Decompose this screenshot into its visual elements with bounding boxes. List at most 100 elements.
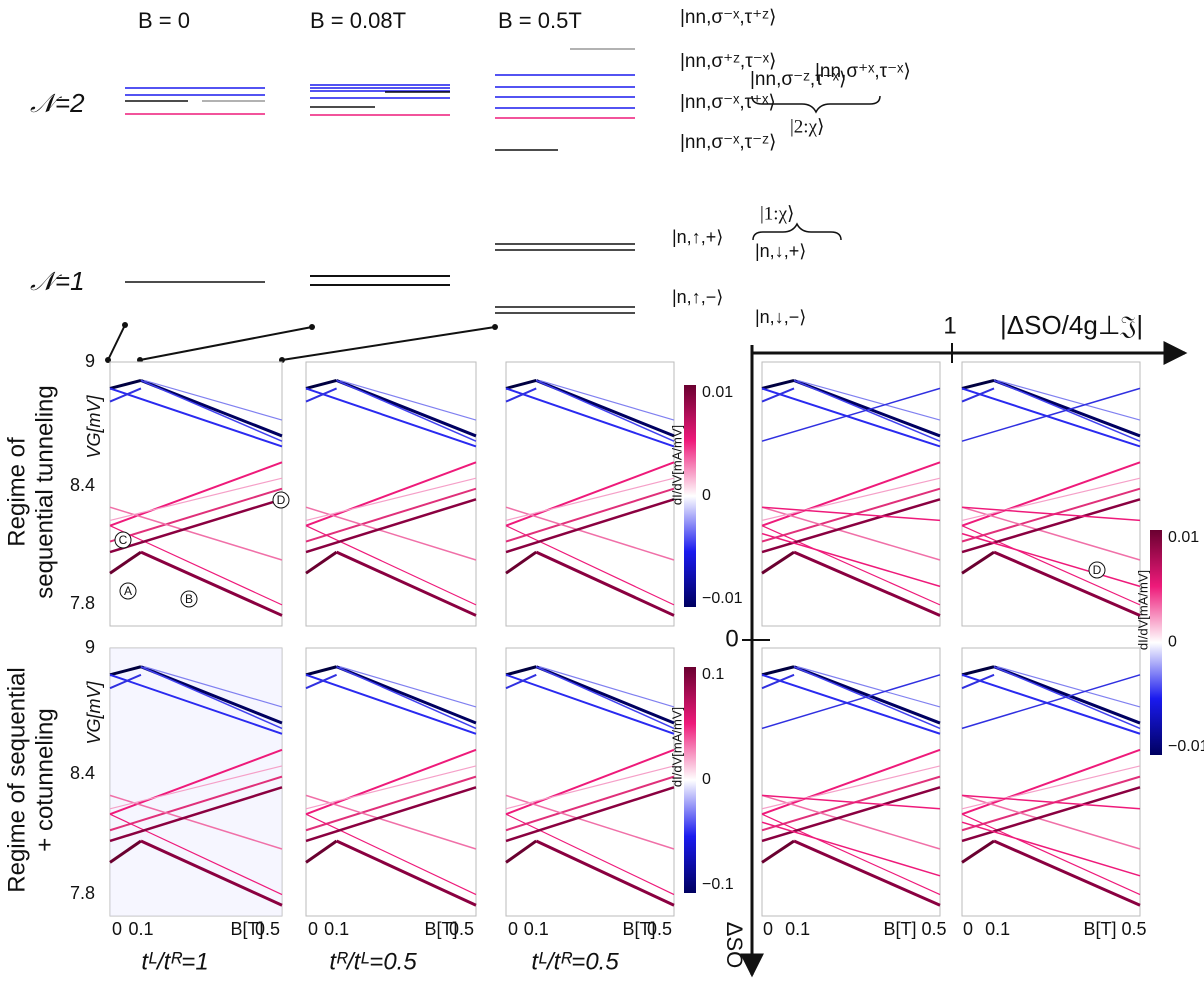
bottom-label: tᴸ/tᴿ=0.5 — [531, 948, 619, 975]
spectral-line — [961, 506, 1141, 522]
state-label: |nn,σ⁻ˣ,τ⁺ᶻ⟩ — [680, 7, 776, 28]
spectral-line — [109, 665, 142, 677]
spectral-line — [961, 794, 1141, 810]
spectral-line — [336, 666, 477, 730]
spectral-line — [761, 665, 795, 677]
y-tick-label: 9 — [85, 351, 95, 371]
x-tick-label: 0.1 — [324, 919, 349, 939]
state-label: |nn,σ⁺ˣ,τ⁻ˣ⟩ — [815, 61, 911, 82]
spectral-line — [761, 813, 941, 896]
spectral-line — [140, 666, 283, 730]
brace — [751, 95, 881, 114]
spectral-line — [993, 550, 1141, 617]
spectral-line — [993, 666, 1141, 730]
axis-label: ΔSO — [722, 922, 747, 968]
spectral-line — [961, 786, 1141, 843]
spectral-line — [505, 673, 675, 735]
spectral-line — [761, 550, 795, 575]
spectral-line — [535, 379, 675, 438]
spectral-line — [305, 786, 477, 843]
marker-label: A — [124, 584, 132, 598]
axis-tick-label: 0 — [725, 625, 738, 652]
spectral-line — [761, 461, 941, 527]
bottom-label: tᴸ/tᴿ=1 — [141, 948, 208, 975]
row-label: Regime of — [3, 437, 30, 547]
spectral-line — [336, 379, 477, 438]
spectral-line — [761, 387, 941, 442]
spectral-line — [109, 673, 283, 735]
row-label: + cotunneling — [31, 708, 58, 851]
spectral-line — [305, 673, 477, 735]
spectral-line — [109, 498, 283, 554]
spectral-line — [793, 665, 941, 725]
spectral-line — [761, 794, 941, 850]
spectral-line — [109, 461, 283, 527]
spectral-line — [993, 379, 1141, 438]
y-tick-label: 9 — [85, 637, 95, 657]
brace — [752, 222, 842, 241]
spectral-line — [335, 550, 477, 617]
spectral-line — [305, 665, 337, 677]
spectral-line — [339, 379, 477, 421]
panel — [761, 647, 941, 917]
panel — [761, 361, 941, 627]
spectral-line — [505, 387, 675, 448]
spectral-line — [761, 506, 941, 522]
state-label: |n,↑,+⟩ — [672, 227, 723, 247]
spectral-line — [761, 525, 941, 606]
state-label: |1:χ⟩ — [760, 203, 794, 224]
spectral-line — [993, 839, 1141, 907]
spectral-line — [305, 487, 477, 543]
row-label: sequential tunneling — [31, 385, 58, 599]
spectral-line — [961, 775, 1141, 832]
spectral-line — [961, 673, 995, 690]
spectral-line — [339, 666, 477, 708]
x-tick-label: 0.5 — [1121, 919, 1146, 939]
spectral-line — [305, 839, 338, 864]
spectral-line — [305, 775, 477, 832]
spectral-line — [109, 786, 283, 843]
spectral-line — [305, 379, 337, 390]
spectral-line — [761, 794, 941, 810]
column-header: B = 0.5T — [498, 8, 582, 33]
x-tick-label: B[T] — [622, 919, 655, 939]
spectral-line — [505, 498, 675, 554]
spectral-line — [961, 461, 1141, 527]
spectral-line — [505, 786, 675, 843]
spectral-line — [761, 379, 795, 390]
spectral-line — [761, 765, 941, 810]
callout-dot — [492, 324, 498, 330]
x-tick-label: 0 — [508, 919, 518, 939]
spectral-line — [961, 794, 1141, 850]
colorbar-tick-label: 0.1 — [702, 666, 724, 683]
spectral-line — [305, 506, 477, 561]
colorbar-tick-label: 0.01 — [702, 384, 733, 401]
spectral-line — [505, 665, 537, 677]
x-tick-label: 0.1 — [524, 919, 549, 939]
spectral-line — [539, 379, 675, 421]
colorbar-tick-label: 0.01 — [1168, 529, 1199, 546]
spectral-line — [505, 461, 675, 527]
spectral-line — [305, 498, 477, 554]
spectral-line — [109, 765, 283, 810]
axis-tick-label: 1 — [943, 312, 956, 339]
spectral-line — [761, 775, 941, 832]
marker-circle — [272, 491, 290, 509]
y-axis-label: VG[mV] — [84, 395, 104, 459]
state-label: |nn,σ⁻ˣ,τ⁺ˣ⟩ — [680, 92, 776, 113]
spectral-line — [961, 525, 1141, 606]
callout-dot — [309, 324, 315, 330]
colorbar-tick-label: 0 — [1168, 634, 1177, 651]
spectral-line — [761, 839, 795, 864]
y-tick-label: 8.4 — [70, 763, 95, 783]
spectral-line — [793, 550, 941, 617]
callout — [281, 326, 496, 361]
spectral-line — [144, 666, 283, 708]
spectral-line — [109, 673, 142, 690]
spectral-line — [535, 839, 675, 907]
callout-dot — [122, 322, 128, 328]
spectral-line — [305, 813, 477, 896]
spectral-line — [961, 477, 1141, 521]
colorbar-tick-label: −0.01 — [1168, 738, 1204, 755]
axis-label: |ΔSO/4g⊥𝔍| — [1000, 310, 1143, 340]
